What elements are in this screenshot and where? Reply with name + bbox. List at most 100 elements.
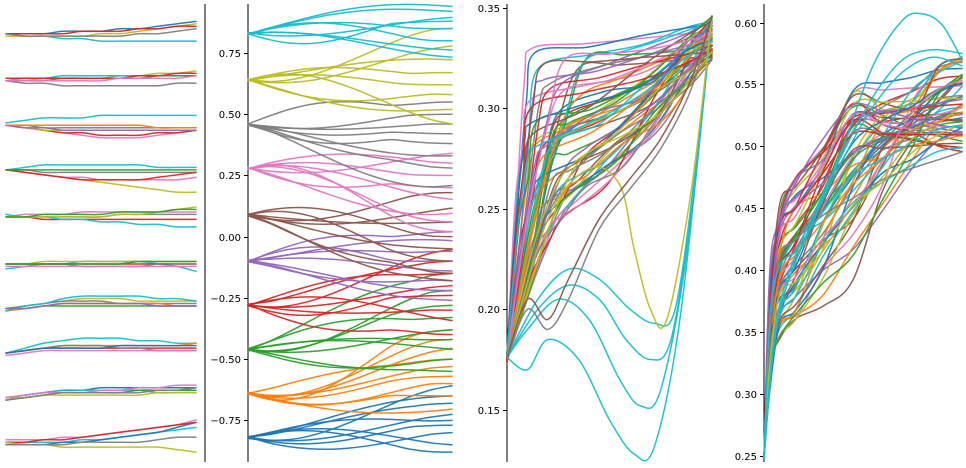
series-line (247, 161, 453, 177)
y-tick-label: 0.20 (478, 305, 500, 316)
series-line (247, 259, 453, 292)
series-line (763, 83, 963, 460)
series-line (5, 386, 197, 401)
series-line (247, 413, 453, 442)
series-line (763, 82, 963, 460)
series-line (5, 421, 197, 444)
y-tick-label: 0.75 (219, 49, 241, 60)
series-line (763, 67, 963, 460)
series-line (247, 212, 453, 250)
series-line (247, 303, 453, 336)
series-line (247, 16, 453, 37)
series-line (506, 15, 713, 359)
series-line (763, 125, 963, 460)
series-line (247, 207, 453, 225)
series-line (5, 337, 197, 354)
series-line (506, 39, 713, 358)
series-line (5, 349, 197, 357)
series-line (5, 163, 197, 171)
series-line (763, 151, 963, 460)
series-line (5, 260, 197, 265)
y-tick-label: 0.25 (478, 205, 500, 216)
series-line (247, 424, 453, 445)
series-line (247, 206, 453, 238)
series-line (506, 15, 713, 462)
series-line (506, 15, 713, 410)
series-line (506, 15, 713, 359)
series-line (763, 98, 963, 460)
series-line (247, 191, 453, 222)
series-line (5, 441, 197, 453)
series-line (247, 124, 453, 188)
series-line (5, 344, 197, 354)
series-line (247, 152, 453, 174)
series-line (763, 123, 963, 460)
series-line (247, 124, 453, 157)
series-line (5, 302, 197, 310)
series-line (506, 48, 713, 364)
series-line (247, 124, 453, 169)
series-line (247, 78, 453, 112)
series-line (247, 294, 453, 317)
series-line (247, 73, 453, 125)
series-line (247, 123, 453, 131)
series-line (247, 260, 453, 283)
series-line (5, 72, 197, 80)
series-line (247, 375, 453, 400)
chart-panel-3: 0.15 0.20 0.25 0.30 0.35 (478, 4, 713, 462)
series-line (506, 33, 713, 358)
series-line (247, 21, 453, 36)
series-line (247, 166, 453, 189)
series-line (5, 28, 197, 38)
series-line (247, 347, 453, 398)
series-line (506, 15, 713, 359)
y-tick-label: 0.30 (735, 390, 757, 401)
y-tick-label: 0.15 (478, 406, 500, 417)
series-line (247, 348, 453, 373)
series-line (506, 50, 713, 357)
series-line (247, 165, 453, 223)
series-line (5, 124, 197, 129)
series-line (5, 208, 197, 218)
series-line (247, 31, 453, 58)
series-line (506, 15, 713, 359)
series-line (247, 22, 453, 42)
series-line (247, 73, 453, 86)
y-tick-label: 0.25 (219, 171, 241, 182)
y-tick-label: −0.75 (210, 416, 241, 427)
series-line (247, 418, 453, 439)
series-line (247, 210, 453, 262)
series-line (763, 146, 963, 460)
series-line (5, 169, 197, 181)
y-tick-label: 0.55 (735, 80, 757, 91)
y-tick-label: 0.00 (219, 233, 241, 244)
series-line (247, 45, 453, 84)
series-line (247, 316, 453, 350)
series-line (247, 164, 453, 201)
series-line (5, 32, 197, 43)
series-line (763, 142, 963, 460)
series-line (247, 20, 453, 45)
series-line (5, 124, 197, 132)
y-tick-label: −0.50 (210, 355, 241, 366)
series-line (247, 339, 453, 351)
series-line (247, 66, 453, 82)
chart-panel-2: −0.75 −0.50 −0.25 0.00 0.25 0.50 0.75 (210, 3, 453, 462)
y-tick-label: 0.60 (735, 19, 757, 30)
series-line (5, 384, 197, 399)
y-tick-label: 0.45 (735, 204, 757, 215)
y-tick-label: 0.50 (219, 110, 241, 121)
series-line (763, 56, 963, 460)
series-line (247, 431, 453, 451)
y-tick-label: 0.25 (735, 452, 757, 463)
series-line (247, 303, 453, 314)
y-tick-label: 0.35 (735, 328, 757, 339)
chart-panel-1 (5, 4, 206, 462)
series-line (5, 25, 197, 35)
y-tick-label: 0.35 (478, 4, 500, 15)
series-line (247, 246, 453, 263)
series-line (247, 328, 453, 354)
series-line (247, 296, 453, 322)
series-line (247, 164, 453, 233)
series-line (247, 349, 453, 369)
